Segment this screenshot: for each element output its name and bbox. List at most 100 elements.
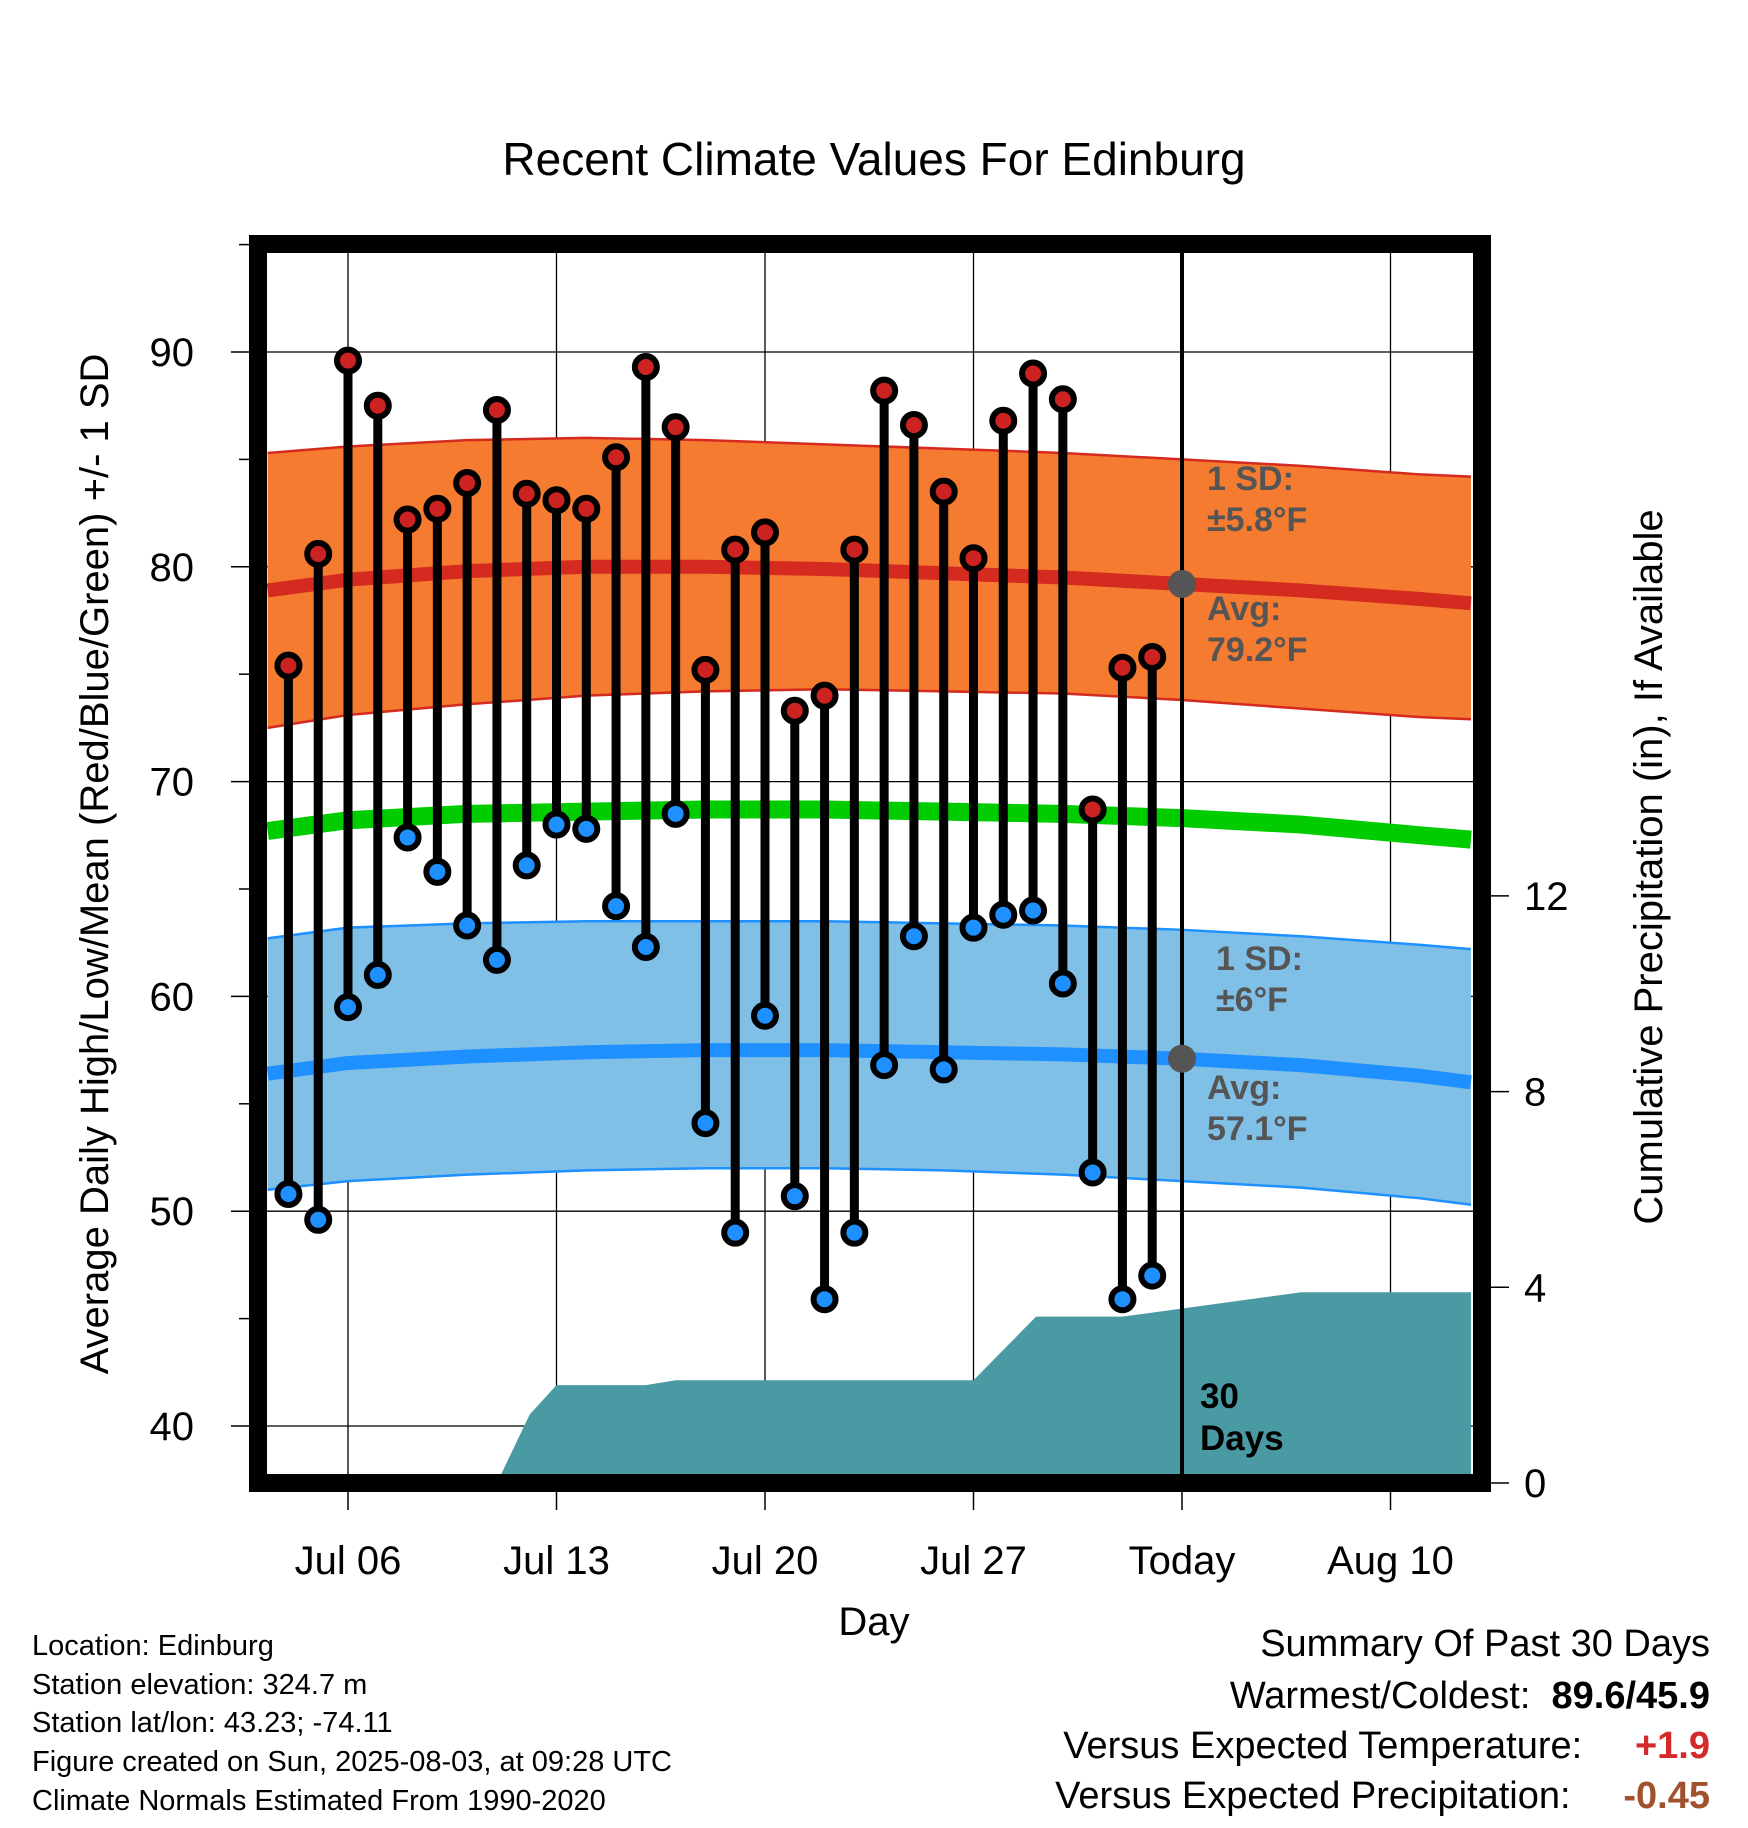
summary-warmest: Warmest/Coldest: 89.6/45.9 — [1230, 1677, 1710, 1715]
high-point — [304, 539, 333, 568]
low-point — [1048, 969, 1077, 998]
high-point — [691, 655, 720, 684]
temp-label: Versus Expected Temperature: — [1063, 1725, 1583, 1767]
low-avg-value: 57.1°F — [1207, 1110, 1308, 1148]
mean-line — [266, 800, 1472, 849]
low-point — [899, 922, 928, 951]
high-point — [334, 346, 362, 375]
high-point — [721, 535, 750, 564]
y-tick-label-right: 12 — [1524, 875, 1569, 919]
warmest-value: 89.6/45.9 — [1551, 1675, 1710, 1717]
x-axis-label: Day — [838, 1600, 909, 1644]
low-point — [512, 851, 541, 880]
high-point — [899, 411, 928, 440]
high-point — [1048, 385, 1077, 414]
y-tick-label-left: 70 — [150, 761, 195, 805]
low-point — [274, 1180, 303, 1209]
low-point — [572, 814, 601, 843]
y-tick-label-right: 8 — [1524, 1071, 1546, 1115]
low-sd-band — [267, 921, 1471, 1205]
high-point — [989, 406, 1018, 435]
plot-frame — [249, 235, 1491, 1492]
high-avg-value: 79.2°F — [1207, 631, 1308, 669]
high-point — [840, 535, 869, 564]
low-point — [1108, 1285, 1137, 1314]
low-lower-line — [267, 1166, 1472, 1206]
low-point — [661, 799, 690, 828]
low-point — [602, 892, 631, 921]
created-text: Figure created on Sun, 2025-08-03, at 09… — [32, 1746, 672, 1778]
y-tick-label-left: 80 — [150, 546, 195, 590]
precip-area — [267, 1292, 1471, 1483]
high-point — [870, 376, 899, 405]
low-point — [453, 911, 482, 940]
low-point — [691, 1109, 720, 1138]
high-point — [542, 486, 571, 515]
y-axis-label-left: Average Daily High/Low/Mean (Red/Blue/Gr… — [73, 354, 117, 1375]
low-point — [334, 993, 362, 1022]
warmest-label: Warmest/Coldest: — [1229, 1675, 1531, 1717]
low-point — [810, 1285, 839, 1314]
high-sd-label: 1 SD: — [1207, 460, 1294, 498]
x-tick-label: Aug 10 — [1327, 1539, 1454, 1583]
high-point — [929, 477, 958, 506]
low-avg-label: Avg: — [1207, 1069, 1281, 1107]
summary-title: Summary Of Past 30 Days — [1260, 1623, 1710, 1665]
y-axis-label-right: Cumulative Precipitation (in), If Availa… — [1627, 509, 1671, 1224]
low-point — [363, 960, 392, 989]
low-point — [304, 1205, 333, 1234]
x-tick-label: Jul 13 — [503, 1539, 610, 1583]
high-point — [274, 651, 303, 680]
high-point — [393, 505, 422, 534]
low-sd-value: ±6°F — [1216, 981, 1288, 1019]
high-point — [1019, 359, 1048, 388]
high-point — [1138, 643, 1167, 672]
chart-title: Recent Climate Values For Edinburg — [502, 133, 1245, 185]
low-point — [721, 1218, 750, 1247]
high-point — [810, 681, 839, 710]
low-point — [780, 1182, 809, 1211]
low-point — [929, 1055, 958, 1084]
low-point — [542, 810, 571, 839]
days-label-number: 30 — [1200, 1377, 1239, 1416]
summary-precip: Versus Expected Precipitation: -0.45 — [1055, 1777, 1710, 1815]
precip-label: Versus Expected Precipitation: — [1055, 1775, 1571, 1817]
high-avg-dot — [1168, 569, 1196, 598]
normals-text: Climate Normals Estimated From 1990-2020 — [32, 1785, 606, 1817]
high-sd-value: ±5.8°F — [1207, 501, 1307, 539]
low-point — [423, 857, 452, 886]
x-tick-label: Jul 06 — [295, 1539, 402, 1583]
high-point — [661, 413, 690, 442]
high-point — [512, 479, 541, 508]
temp-value: +1.9 — [1634, 1725, 1710, 1767]
y-tick-label-right: 4 — [1524, 1266, 1546, 1310]
high-point — [363, 391, 392, 420]
high-point — [1078, 795, 1107, 824]
low-point — [870, 1051, 899, 1080]
x-tick-label: Today — [1129, 1539, 1236, 1583]
high-point — [780, 696, 809, 725]
days-label-word: Days — [1200, 1419, 1284, 1458]
high-avg-label: Avg: — [1207, 590, 1281, 628]
low-point — [393, 823, 422, 852]
y-tick-label-left: 50 — [150, 1190, 195, 1234]
y-tick-label-right: 0 — [1524, 1462, 1546, 1506]
high-point — [602, 443, 631, 472]
high-sd-band — [267, 437, 1471, 728]
y-tick-label-left: 60 — [150, 975, 195, 1019]
low-point — [1138, 1261, 1167, 1290]
low-point — [751, 1001, 779, 1030]
high-point — [751, 518, 779, 547]
high-point — [1108, 653, 1137, 682]
low-point — [1019, 896, 1048, 925]
high-point — [959, 544, 988, 573]
high-point — [572, 494, 601, 523]
low-sd-label: 1 SD: — [1216, 940, 1303, 978]
low-avg-dot — [1168, 1044, 1196, 1073]
precip-value: -0.45 — [1623, 1775, 1710, 1817]
low-point — [989, 900, 1018, 929]
plot-area — [258, 244, 1482, 1483]
y-tick-label-left: 40 — [150, 1405, 195, 1449]
low-point — [631, 932, 660, 961]
x-tick-label: Jul 20 — [712, 1539, 819, 1583]
